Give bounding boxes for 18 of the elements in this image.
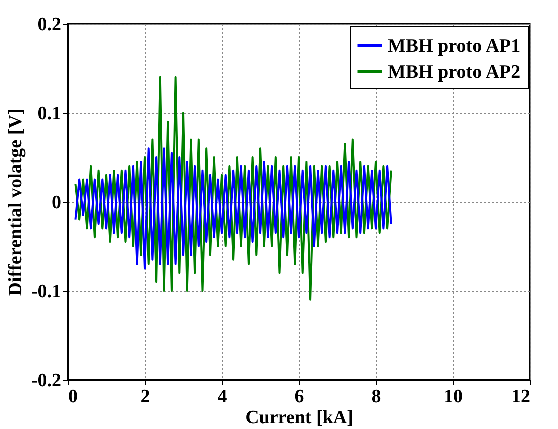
y-tick-label: 0.2 xyxy=(38,14,62,36)
x-tick-label: 2 xyxy=(140,386,150,408)
x-tick-label: 6 xyxy=(294,386,304,408)
y-tick-label: 0.1 xyxy=(38,104,62,124)
y-tick-label: -0.2 xyxy=(31,370,62,392)
y-axis-title: Differential volatge [V] xyxy=(5,108,26,296)
x-tick-label: 10 xyxy=(444,386,463,408)
legend-label: MBH proto AP2 xyxy=(388,62,521,83)
x-tick-label: 12 xyxy=(512,386,530,408)
x-axis-title: Current [kA] xyxy=(246,408,354,428)
x-tick-label: 4 xyxy=(218,386,228,408)
x-tick-label: 0 xyxy=(68,386,78,408)
y-tick-label: 0 xyxy=(52,192,62,214)
legend-label: MBH proto AP1 xyxy=(388,36,521,57)
line-series xyxy=(74,148,392,270)
y-tick-label: -0.1 xyxy=(31,282,62,302)
x-tick-label: 8 xyxy=(372,386,382,408)
line-series xyxy=(74,76,392,301)
